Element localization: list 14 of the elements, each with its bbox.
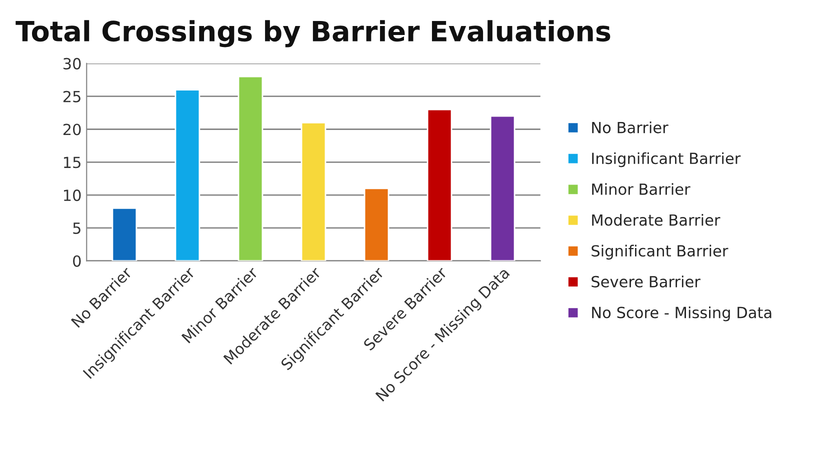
y-tick-label: 25 (63, 90, 80, 102)
chart-title: Total Crossings by Barrier Evaluations (16, 20, 610, 48)
y-tick-label: 20 (63, 124, 81, 136)
legend-label: Minor Barrier (592, 183, 690, 195)
y-tick-label: 30 (63, 58, 81, 70)
legend-label: Moderate Barrier (592, 214, 720, 226)
y-tick-label: 10 (64, 190, 81, 202)
y-tick-label: 5 (73, 222, 80, 234)
legend-label: Insignificant Barrier (592, 152, 741, 168)
legend-label: Severe Barrier (592, 276, 700, 288)
y-tick-label: 0 (73, 255, 81, 267)
legend-label: No Barrier (592, 121, 668, 134)
y-tick-label: 15 (64, 156, 80, 168)
legend-label: Significant Barrier (592, 244, 728, 260)
